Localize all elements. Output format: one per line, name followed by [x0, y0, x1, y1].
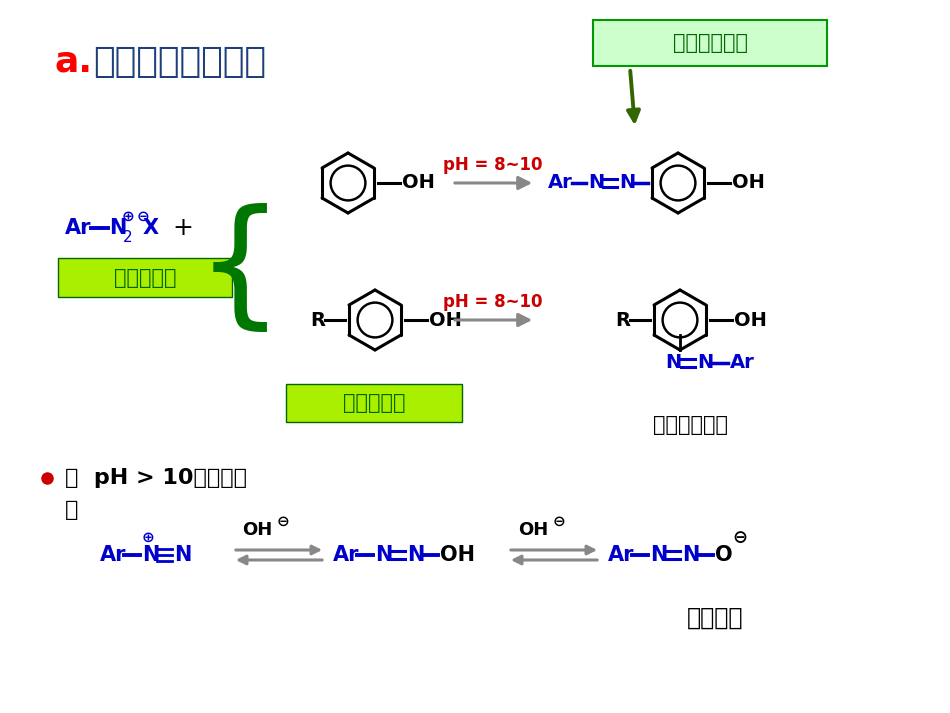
Text: OH: OH [732, 173, 765, 193]
Text: R: R [615, 310, 630, 329]
Text: Ar: Ar [548, 173, 573, 193]
Text: ⊖: ⊖ [553, 513, 566, 528]
Text: Ar: Ar [333, 545, 359, 565]
Text: {: { [196, 202, 284, 337]
Text: ⊖: ⊖ [732, 529, 747, 547]
Text: 应: 应 [65, 500, 78, 520]
Text: N: N [697, 354, 713, 372]
Text: N: N [682, 545, 699, 565]
Text: Ar: Ar [730, 354, 754, 372]
Text: 重氮酸盐: 重氮酸盐 [687, 606, 743, 630]
Text: N: N [375, 545, 392, 565]
Text: N: N [665, 354, 681, 372]
Text: pH = 8~10: pH = 8~10 [444, 293, 542, 311]
Text: R: R [310, 310, 325, 329]
Text: O: O [715, 545, 732, 565]
Text: X: X [143, 218, 160, 238]
Text: N: N [174, 545, 191, 565]
FancyBboxPatch shape [593, 20, 827, 66]
Text: Ar: Ar [100, 545, 126, 565]
Text: N: N [650, 545, 667, 565]
Text: 弱亲电试剂: 弱亲电试剂 [114, 268, 177, 288]
Text: OH: OH [734, 310, 767, 329]
Text: Ar: Ar [65, 218, 91, 238]
Text: ⊖: ⊖ [137, 208, 150, 223]
Text: 2: 2 [123, 230, 133, 245]
Text: Ar: Ar [608, 545, 635, 565]
Text: OH: OH [440, 545, 475, 565]
Text: N: N [142, 545, 160, 565]
Text: OH: OH [518, 521, 548, 539]
Text: 重氮盐与酚的偶合: 重氮盐与酚的偶合 [93, 45, 266, 79]
Text: N: N [407, 545, 425, 565]
Text: N: N [619, 173, 636, 193]
Text: 若  pH > 10，有副反: 若 pH > 10，有副反 [65, 468, 247, 488]
Text: ⊕: ⊕ [122, 208, 135, 223]
Text: ⊖: ⊖ [277, 513, 290, 528]
Text: 活化的芳环: 活化的芳环 [343, 393, 406, 413]
Text: +: + [172, 216, 193, 240]
Text: N: N [109, 218, 126, 238]
Text: 偶氮苯衍生物: 偶氮苯衍生物 [653, 415, 728, 435]
Text: OH: OH [429, 310, 462, 329]
Text: pH = 8~10: pH = 8~10 [444, 156, 542, 174]
Text: N: N [588, 173, 604, 193]
Text: 注意反应条件: 注意反应条件 [673, 33, 748, 53]
Text: OH: OH [402, 173, 435, 193]
Text: ⊕: ⊕ [142, 530, 155, 545]
Text: OH: OH [242, 521, 273, 539]
FancyBboxPatch shape [286, 384, 462, 422]
FancyBboxPatch shape [58, 258, 232, 297]
Text: a.: a. [55, 45, 93, 79]
